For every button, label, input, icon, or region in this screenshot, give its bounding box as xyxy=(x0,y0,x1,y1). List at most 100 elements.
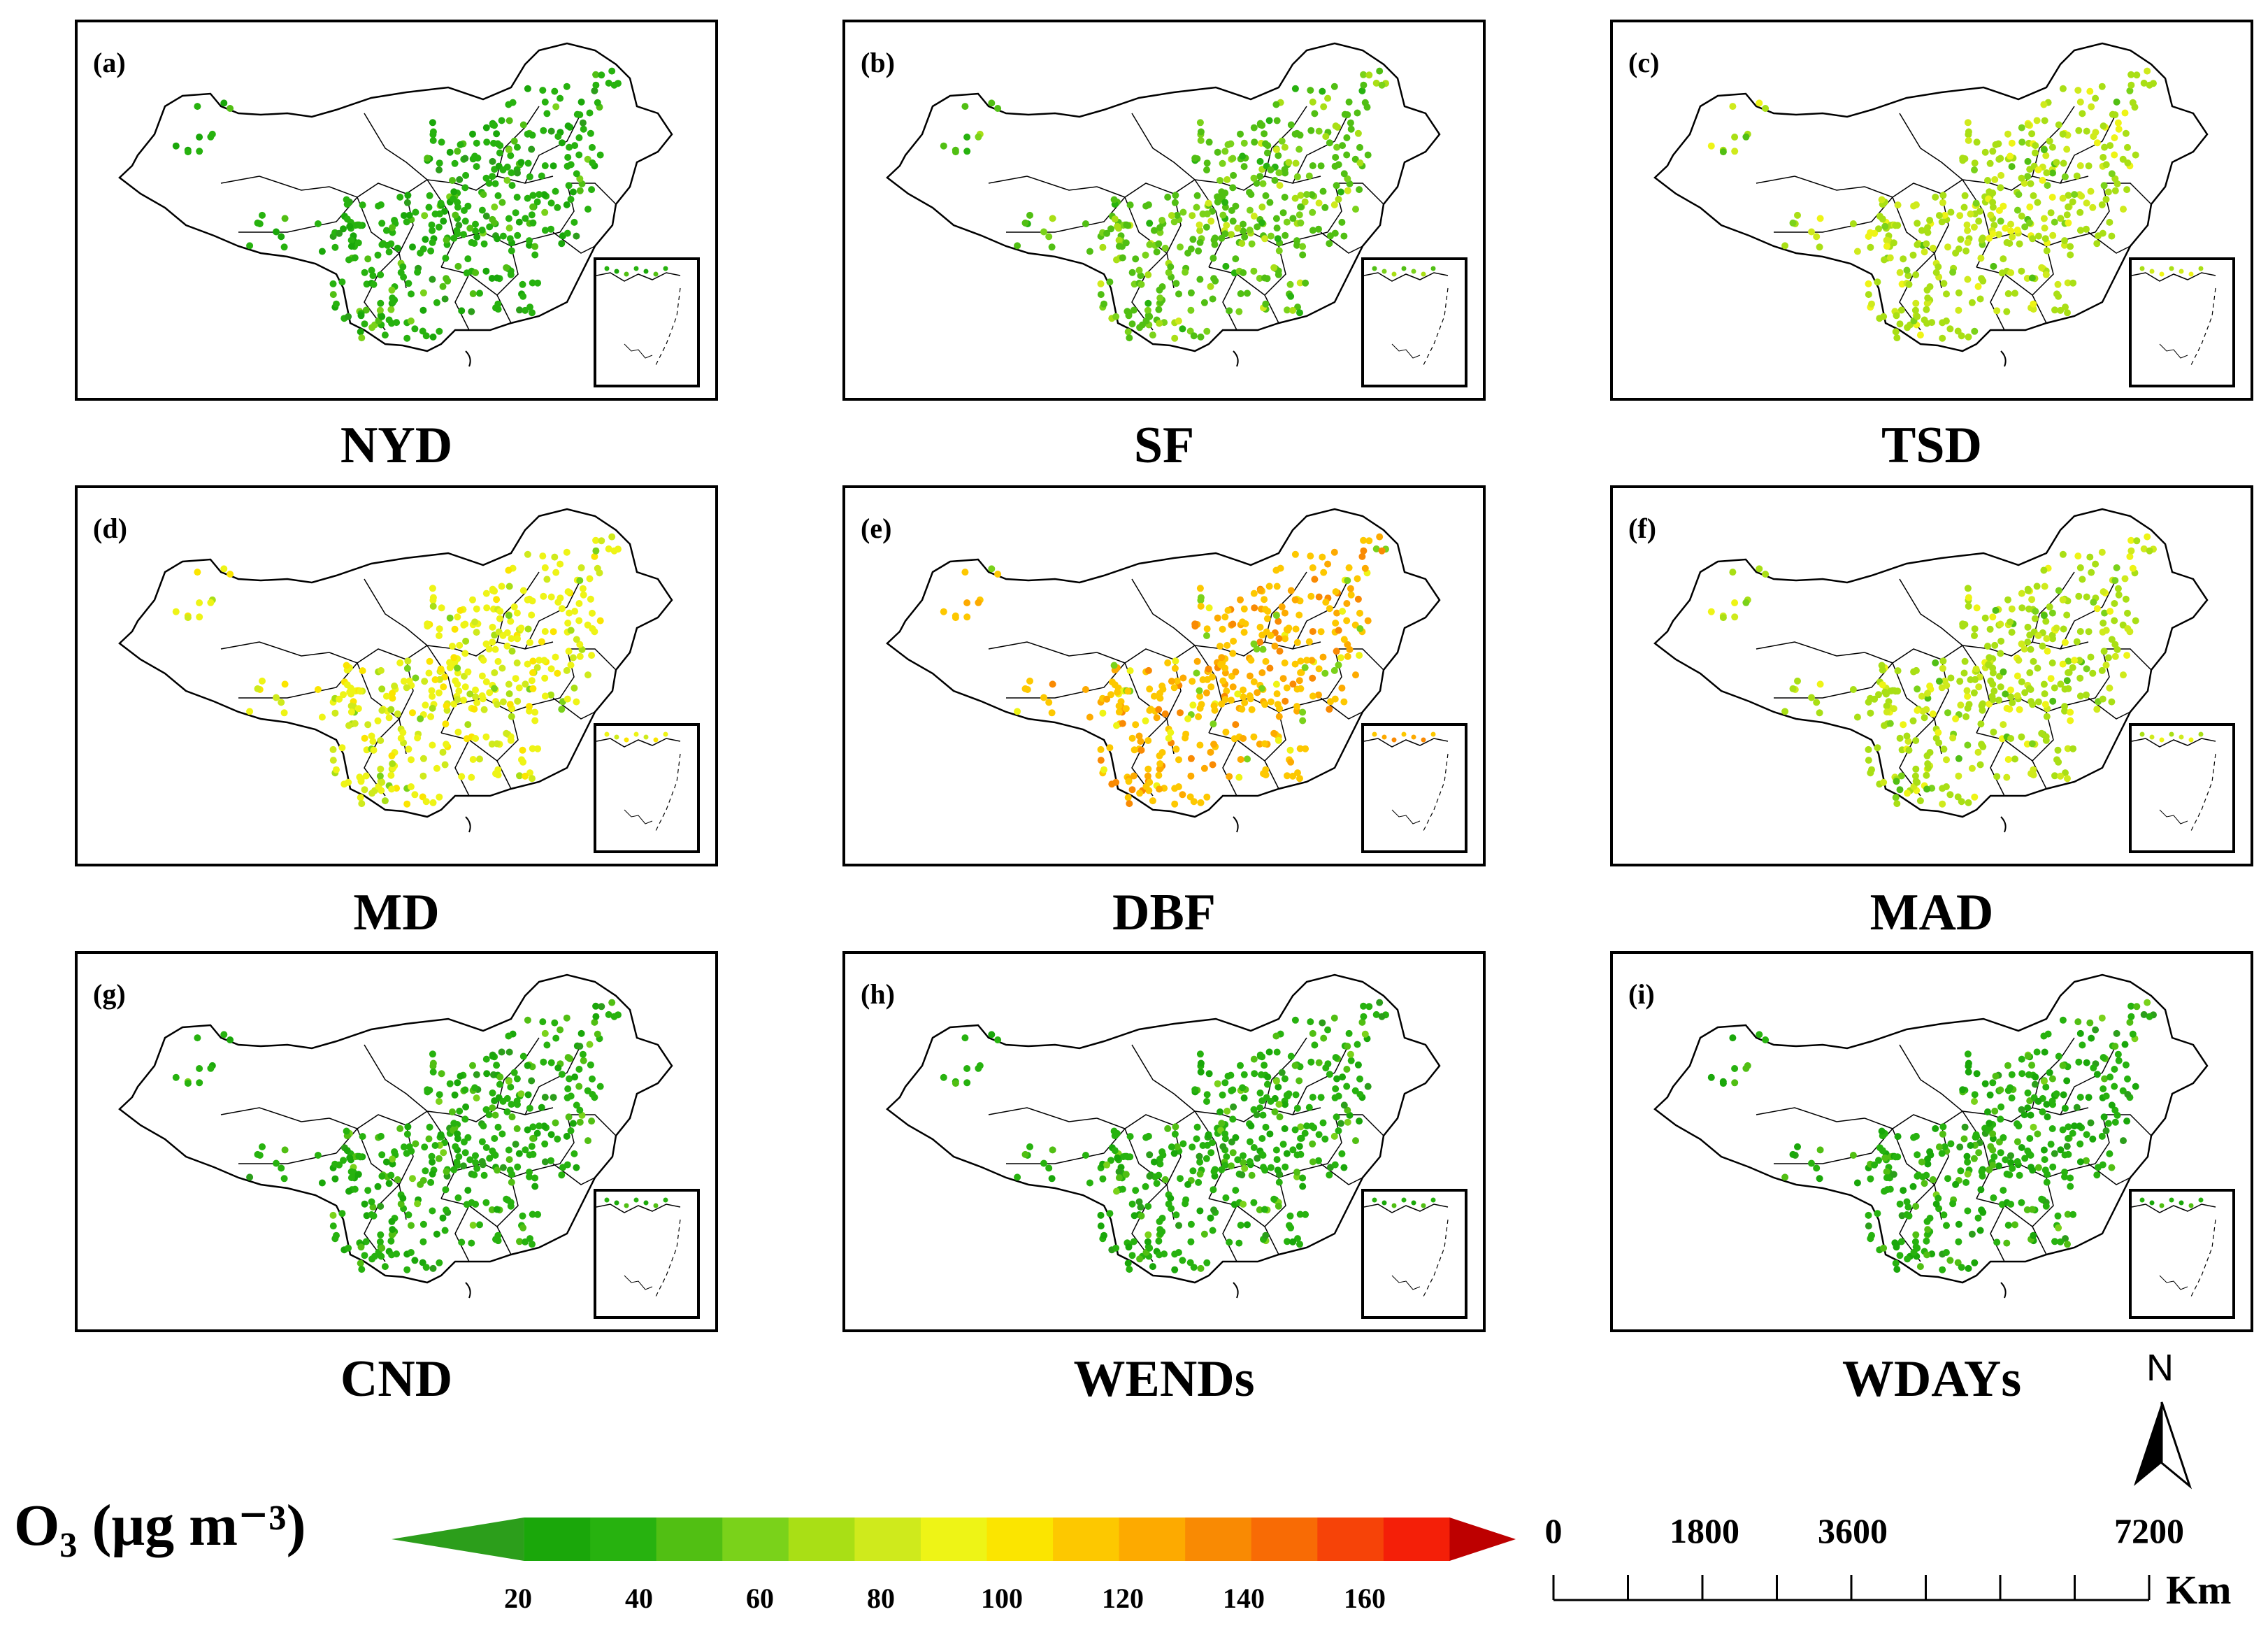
monitoring-site xyxy=(1880,1244,1888,1252)
monitoring-site xyxy=(588,652,596,659)
monitoring-site xyxy=(1965,333,1972,341)
monitoring-site xyxy=(519,121,527,129)
monitoring-site xyxy=(346,222,354,230)
monitoring-site xyxy=(2085,628,2093,636)
monitoring-site xyxy=(466,224,474,232)
monitoring-site xyxy=(1014,1173,1021,1181)
monitoring-site xyxy=(346,688,354,696)
monitoring-site xyxy=(1909,1183,1917,1190)
monitoring-site xyxy=(436,625,443,633)
monitoring-site xyxy=(592,81,600,89)
monitoring-site xyxy=(529,775,536,783)
monitoring-site xyxy=(2004,290,2012,297)
monitoring-site xyxy=(1221,613,1229,621)
monitoring-site xyxy=(1164,193,1172,201)
monitoring-site xyxy=(1992,1072,2000,1080)
monitoring-site xyxy=(1207,1149,1215,1157)
monitoring-site xyxy=(1344,641,1351,648)
monitoring-site xyxy=(1222,1194,1230,1201)
monitoring-site xyxy=(1191,155,1199,162)
monitoring-site xyxy=(1223,687,1230,695)
monitoring-site xyxy=(528,677,536,685)
monitoring-site xyxy=(1923,706,1930,713)
monitoring-site xyxy=(464,255,472,263)
monitoring-site xyxy=(336,229,343,237)
monitoring-site xyxy=(505,215,512,222)
monitoring-site xyxy=(1179,674,1187,682)
monitoring-site xyxy=(2100,620,2107,627)
monitoring-site xyxy=(1914,685,1921,693)
monitoring-site xyxy=(2114,585,2122,592)
monitoring-site xyxy=(552,569,560,576)
monitoring-site xyxy=(1875,691,1882,699)
monitoring-site xyxy=(1335,1092,1342,1100)
monitoring-site xyxy=(1401,1197,1407,1203)
monitoring-site xyxy=(473,139,480,147)
monitoring-site xyxy=(246,242,254,250)
monitoring-site xyxy=(331,709,339,717)
monitoring-site xyxy=(1221,230,1229,238)
monitoring-site xyxy=(2067,708,2074,716)
monitoring-site xyxy=(1144,299,1152,307)
monitoring-site xyxy=(513,659,521,666)
monitoring-site xyxy=(1918,692,1925,700)
monitoring-site xyxy=(1193,204,1200,211)
monitoring-site xyxy=(1184,715,1192,722)
monitoring-site xyxy=(2073,1104,2081,1111)
monitoring-site xyxy=(1250,1199,1258,1206)
monitoring-site xyxy=(482,124,490,131)
monitoring-site xyxy=(1281,1075,1289,1083)
monitoring-site xyxy=(1267,631,1275,639)
monitoring-site xyxy=(2124,1091,2132,1098)
monitoring-site xyxy=(547,199,555,207)
monitoring-site xyxy=(480,240,488,248)
monitoring-site xyxy=(1903,732,1911,740)
monitoring-site xyxy=(505,1048,513,1056)
monitoring-site xyxy=(370,1212,378,1220)
monitoring-site xyxy=(1137,1204,1144,1211)
monitoring-site xyxy=(1940,280,1948,287)
monitoring-site xyxy=(554,599,562,606)
monitoring-site xyxy=(1303,657,1311,664)
monitoring-site xyxy=(343,1147,351,1155)
monitoring-site xyxy=(1275,635,1283,643)
colorbar-low-arrow xyxy=(392,1518,524,1561)
monitoring-site xyxy=(452,677,459,685)
monitoring-site xyxy=(2000,1187,2007,1194)
monitoring-site xyxy=(1135,1198,1143,1206)
monitoring-site xyxy=(2051,772,2058,780)
monitoring-site xyxy=(1376,533,1384,541)
monitoring-site xyxy=(566,143,573,151)
monitoring-site xyxy=(1276,1113,1284,1121)
monitoring-site xyxy=(1939,1266,1946,1273)
monitoring-site xyxy=(417,715,424,722)
monitoring-site xyxy=(575,1066,583,1073)
panel-label-mad: MAD xyxy=(1869,884,1994,941)
monitoring-site xyxy=(496,149,503,157)
monitoring-site xyxy=(961,103,969,110)
monitoring-site xyxy=(388,320,396,327)
monitoring-site xyxy=(2111,1106,2119,1114)
monitoring-site xyxy=(1177,243,1184,251)
monitoring-site xyxy=(2100,1085,2107,1092)
monitoring-site xyxy=(2198,266,2204,271)
monitoring-site xyxy=(1258,1135,1266,1142)
monitoring-site xyxy=(1326,1171,1333,1179)
monitoring-site xyxy=(1216,1108,1223,1115)
inset-islands xyxy=(1391,809,1421,824)
monitoring-site xyxy=(1364,1083,1372,1090)
monitoring-site xyxy=(478,672,486,680)
monitoring-site xyxy=(2018,213,2025,220)
monitoring-site xyxy=(1315,691,1322,699)
monitoring-site xyxy=(1234,1156,1242,1164)
monitoring-site xyxy=(2111,187,2119,194)
monitoring-site xyxy=(2179,269,2184,274)
monitoring-site xyxy=(2198,1197,2204,1203)
monitoring-site xyxy=(1126,800,1133,808)
monitoring-site xyxy=(1967,676,1974,683)
monitoring-site xyxy=(529,1134,537,1142)
monitoring-site xyxy=(429,1264,437,1272)
map-panel-c: (c) xyxy=(1610,20,2253,401)
monitoring-site xyxy=(2121,109,2129,117)
monitoring-site xyxy=(2032,142,2039,150)
